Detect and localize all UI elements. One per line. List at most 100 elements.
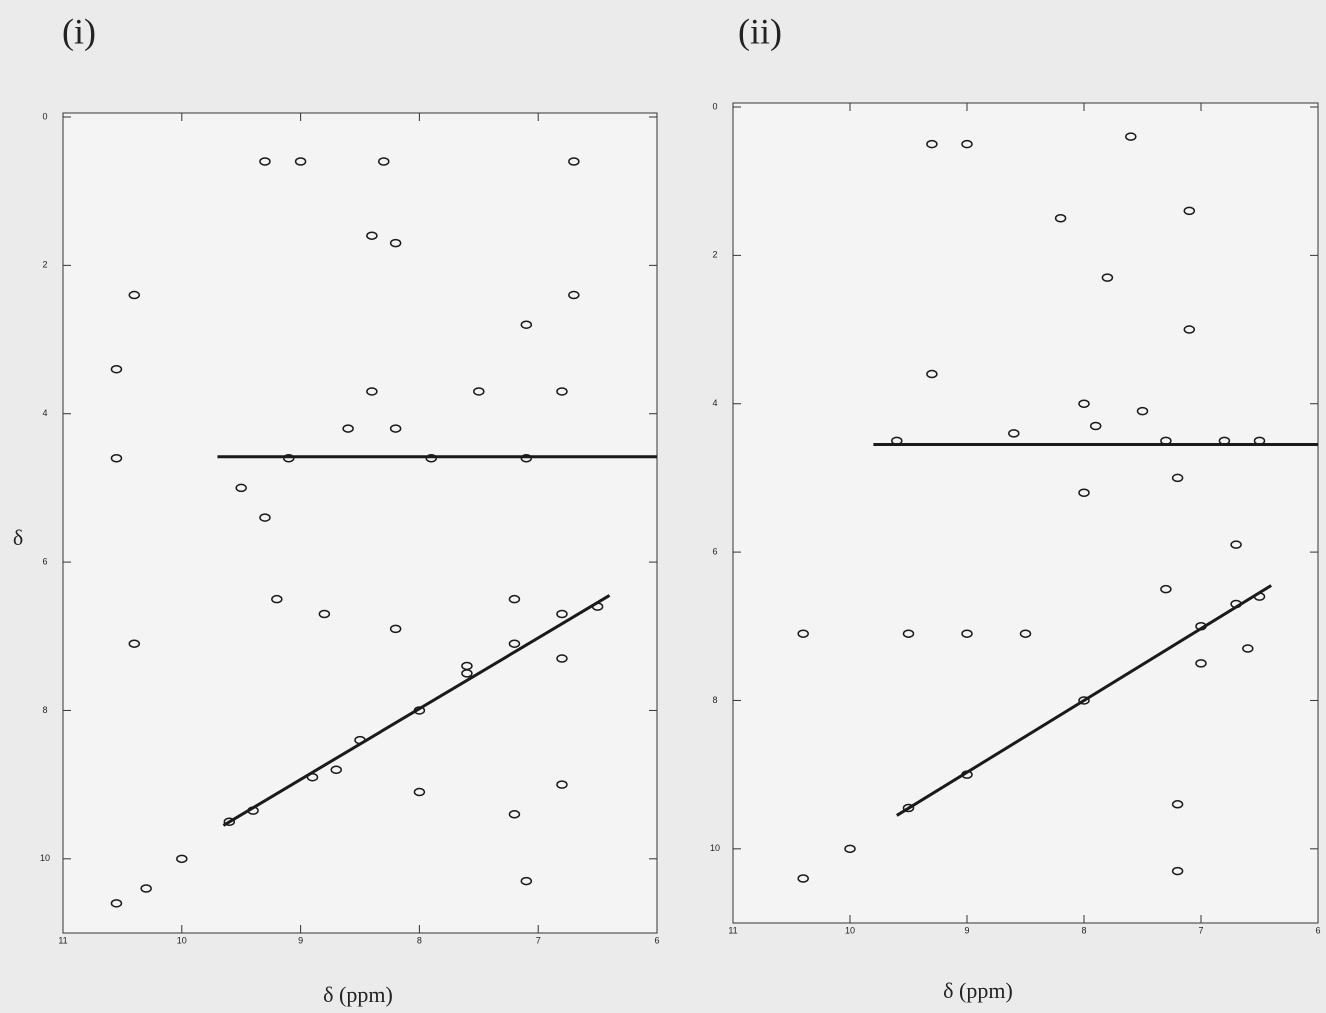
x-tick-label: 11 xyxy=(58,935,67,945)
cross-peak xyxy=(282,453,295,463)
cross-peak xyxy=(1136,406,1149,416)
cross-peak xyxy=(1230,599,1242,609)
cross-peak xyxy=(425,453,438,463)
y-tick-label: 2 xyxy=(712,250,717,260)
x-tick-label: 8 xyxy=(417,935,422,945)
x-tick-label: 6 xyxy=(1315,925,1320,935)
cross-peak xyxy=(223,817,236,826)
cross-peak xyxy=(271,594,283,604)
x-tick-label: 11 xyxy=(728,925,737,935)
cross-peak xyxy=(389,238,402,248)
cross-peak xyxy=(1218,436,1231,446)
cross-peak xyxy=(413,706,426,715)
panel-label: (i) xyxy=(62,11,96,51)
y-tick-label: 6 xyxy=(42,556,47,566)
plot-frame xyxy=(62,112,658,934)
ridge xyxy=(222,594,611,827)
cross-peak xyxy=(891,436,903,446)
x-tick-label: 10 xyxy=(845,925,855,935)
cross-peak xyxy=(797,629,809,638)
cross-peak xyxy=(140,884,152,893)
cross-peak xyxy=(568,157,580,166)
cross-peak xyxy=(508,810,521,819)
cross-peak xyxy=(1253,436,1266,446)
y-tick-label: 8 xyxy=(712,695,717,705)
x-tick-label: 8 xyxy=(1081,925,1086,935)
cross-peak xyxy=(259,513,271,522)
y-tick-label: 0 xyxy=(712,101,717,111)
cross-peak xyxy=(235,483,247,493)
cross-peak xyxy=(556,654,568,663)
cross-peak xyxy=(176,854,188,864)
cross-peak xyxy=(294,157,307,166)
cross-peak xyxy=(1242,644,1254,653)
cross-peak xyxy=(1101,273,1114,282)
x-tick-label: 6 xyxy=(654,935,659,945)
cross-peak xyxy=(259,157,271,166)
cross-peak xyxy=(961,629,973,638)
y-tick-label: 10 xyxy=(710,843,720,853)
cross-peak xyxy=(366,387,378,396)
cross-peak xyxy=(508,594,521,604)
x-axis-label: δ (ppm) xyxy=(943,978,1013,1003)
cross-peak xyxy=(961,139,973,149)
cross-peak xyxy=(128,290,141,300)
x-tick-label: 7 xyxy=(536,935,541,945)
cross-peak xyxy=(591,602,604,611)
x-tick-label: 10 xyxy=(177,935,187,945)
y-tick-label: 4 xyxy=(712,398,717,408)
y-tick-label: 10 xyxy=(40,853,50,863)
cross-peak xyxy=(354,735,366,745)
cross-peak xyxy=(520,320,533,329)
cross-peak xyxy=(508,639,521,648)
cross-peak xyxy=(1183,325,1196,334)
cross-peak xyxy=(520,876,533,886)
cross-peak xyxy=(473,387,485,396)
x-tick-label: 9 xyxy=(298,935,303,945)
cross-peak xyxy=(797,874,809,883)
cross-peak xyxy=(1160,584,1172,594)
cross-peak xyxy=(568,290,580,300)
cross-peak xyxy=(128,639,141,648)
cross-peak xyxy=(844,844,856,854)
y-axis-label: δ xyxy=(13,525,23,550)
cross-peak xyxy=(110,364,123,374)
cross-peak xyxy=(342,424,354,433)
cross-peak xyxy=(461,661,473,671)
cross-peak xyxy=(1125,132,1137,141)
cross-peak xyxy=(1253,592,1266,601)
y-tick-label: 2 xyxy=(42,260,47,270)
ridge xyxy=(896,584,1272,817)
cross-peak xyxy=(1078,696,1090,705)
cross-peak xyxy=(389,624,402,634)
cross-peak xyxy=(378,157,390,166)
cross-peak xyxy=(1195,622,1207,631)
cross-peak xyxy=(1160,436,1172,446)
cross-peak xyxy=(556,387,568,396)
cross-peak xyxy=(926,369,938,379)
y-tick-label: 6 xyxy=(712,546,717,556)
cross-peak xyxy=(1008,429,1020,438)
cross-peak xyxy=(110,453,123,463)
cross-peak xyxy=(1171,800,1184,809)
y-tick-label: 4 xyxy=(42,408,47,418)
x-axis-label: δ (ppm) xyxy=(323,982,393,1007)
cross-peak xyxy=(306,772,319,782)
cross-peak xyxy=(520,453,533,463)
cross-peak xyxy=(902,629,915,638)
cross-peak xyxy=(1230,540,1242,549)
cross-peak xyxy=(902,803,915,813)
x-tick-label: 7 xyxy=(1198,925,1203,935)
cross-peak xyxy=(1078,399,1090,408)
cross-peak xyxy=(1171,866,1184,876)
cross-peak xyxy=(961,770,973,779)
cross-peak xyxy=(556,609,568,619)
panel-label: (ii) xyxy=(738,11,782,51)
y-tick-label: 0 xyxy=(42,111,47,121)
cross-peak xyxy=(330,765,342,775)
cross-peak xyxy=(556,780,568,789)
cross-peak xyxy=(1054,214,1067,223)
cross-peak xyxy=(926,139,938,149)
cross-peak xyxy=(413,787,426,797)
